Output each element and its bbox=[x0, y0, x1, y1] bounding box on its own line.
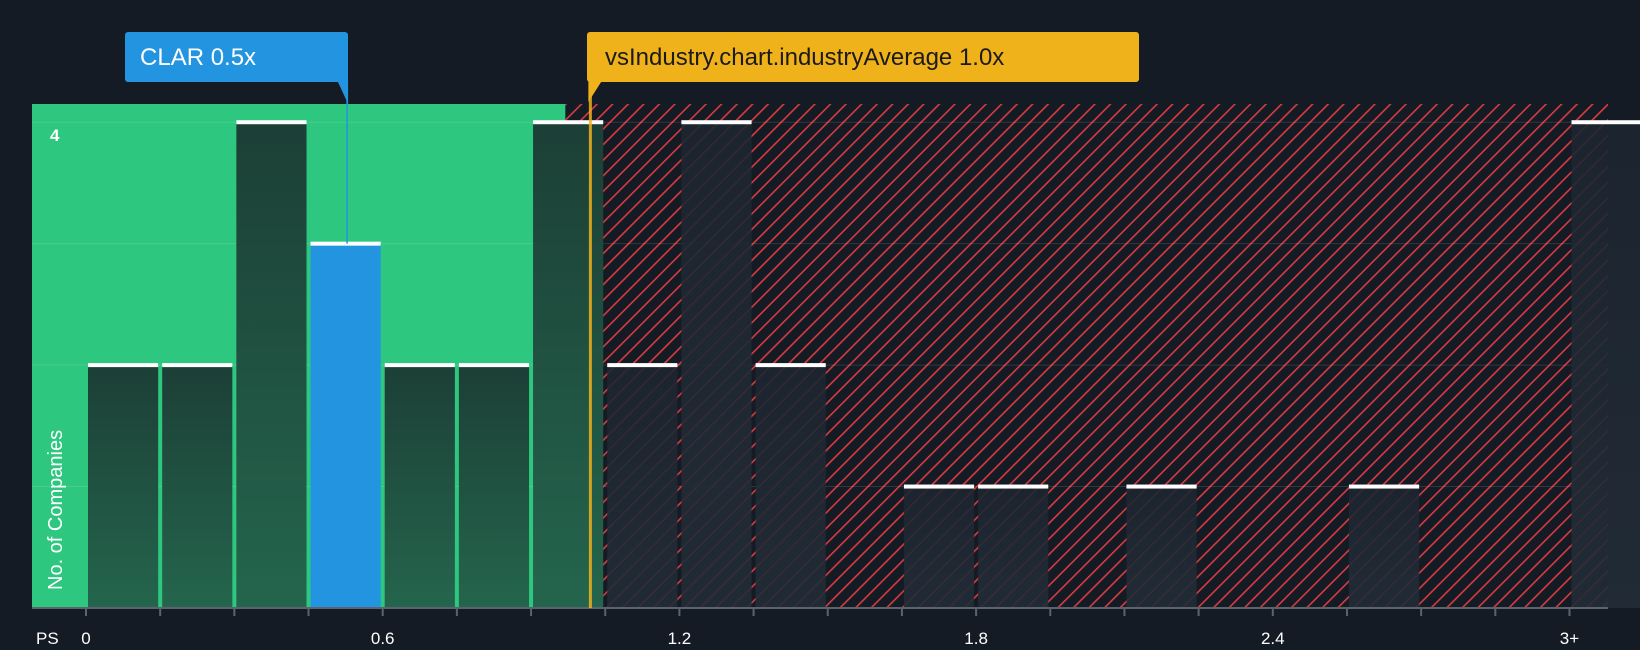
bar-top-marker bbox=[310, 241, 381, 246]
histogram-bar bbox=[681, 122, 752, 609]
bar-top-marker bbox=[384, 363, 455, 368]
industry-callout: vsIndustry.chart.industryAverage 1.0x bbox=[587, 32, 1139, 102]
histogram-bar bbox=[1571, 122, 1640, 609]
x-tick-label: 1.8 bbox=[964, 629, 988, 648]
industry-callout-label: vsIndustry.chart.industryAverage 1.0x bbox=[605, 44, 1004, 71]
bar-top-marker bbox=[1571, 120, 1640, 125]
x-tick-label: 0 bbox=[81, 629, 90, 648]
x-tick-label: 3+ bbox=[1560, 629, 1579, 648]
x-tick-label: 0.6 bbox=[371, 629, 395, 648]
histogram-bar bbox=[903, 486, 975, 608]
histogram-bar bbox=[162, 365, 233, 608]
bar-top-marker bbox=[903, 484, 975, 489]
company-callout: CLAR 0.5x bbox=[125, 32, 349, 104]
histogram-bar bbox=[384, 365, 455, 608]
x-axis-label: PS bbox=[36, 629, 59, 648]
bar-top-marker bbox=[533, 120, 604, 125]
histogram-bar bbox=[1348, 486, 1420, 608]
bar-top-marker bbox=[978, 484, 1049, 489]
bar-top-marker bbox=[88, 363, 159, 368]
industry-callout-box bbox=[587, 32, 1139, 82]
histogram-bar bbox=[607, 365, 678, 608]
bar-top-marker bbox=[1348, 484, 1420, 489]
histogram-bar bbox=[1126, 486, 1197, 608]
y-axis-label: No. of Companies bbox=[45, 430, 67, 590]
histogram-bar bbox=[458, 365, 530, 608]
histogram-bar bbox=[755, 365, 826, 608]
bar-top-marker bbox=[236, 120, 307, 125]
histogram-bar bbox=[533, 122, 604, 609]
histogram-bar bbox=[978, 486, 1049, 608]
industry-callout-pointer bbox=[588, 80, 603, 102]
y-tick-label: 4 bbox=[50, 126, 60, 145]
histogram-bar bbox=[88, 365, 159, 608]
bar-top-marker bbox=[607, 363, 678, 368]
x-tick-label: 2.4 bbox=[1261, 629, 1285, 648]
bar-top-marker bbox=[162, 363, 233, 368]
bar-top-marker bbox=[681, 120, 752, 125]
company-callout-label: CLAR 0.5x bbox=[140, 44, 256, 71]
bar-top-marker bbox=[1126, 484, 1197, 489]
x-axis: 0 0.6 1.2 1.8 2.4 3+ bbox=[32, 607, 1608, 648]
histogram-bar bbox=[236, 122, 307, 609]
company-callout-box bbox=[125, 32, 348, 82]
bar-top-marker bbox=[755, 363, 826, 368]
x-tick-label: 1.2 bbox=[668, 629, 692, 648]
bar-top-marker bbox=[458, 363, 530, 368]
company-callout-pointer bbox=[337, 80, 349, 104]
bars bbox=[88, 120, 1640, 609]
company-bar bbox=[310, 243, 381, 608]
